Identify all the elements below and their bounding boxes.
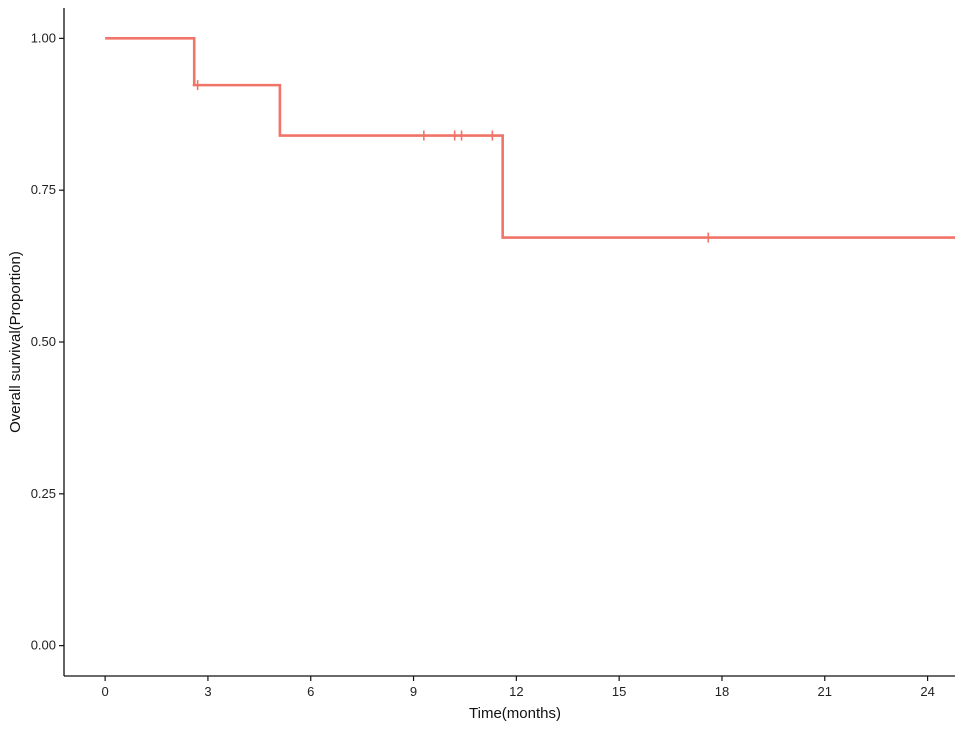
series-layer — [105, 37, 955, 243]
x-tick-label: 9 — [410, 684, 417, 699]
y-tick-label: 1.00 — [31, 30, 56, 45]
x-tick-label: 6 — [307, 684, 314, 699]
x-axis-title: Time(months) — [469, 705, 561, 722]
axes-layer — [63, 8, 955, 677]
censor-mark — [487, 130, 498, 141]
y-tick-label: 0.75 — [31, 182, 56, 197]
labels-layer: Time(months) Overall survival(Proportion… — [7, 251, 561, 722]
censor-mark — [703, 232, 714, 243]
x-tick-label: 21 — [818, 684, 832, 699]
y-tick-label: 0.00 — [31, 638, 56, 653]
y-tick-label: 0.50 — [31, 334, 56, 349]
x-tick-label: 0 — [102, 684, 109, 699]
x-tick-label: 18 — [715, 684, 729, 699]
x-tick-label: 24 — [920, 684, 934, 699]
censor-mark — [456, 130, 467, 141]
y-axis-title: Overall survival(Proportion) — [7, 251, 24, 433]
censor-mark — [192, 80, 203, 91]
survival-step-line — [105, 37, 955, 239]
x-tick-label: 12 — [509, 684, 523, 699]
ticks-layer: 0 3 6 9 12 15 18 21 24 0.00 0.25 0.50 0.75 1.00 — [31, 30, 935, 699]
censor-mark — [418, 130, 429, 141]
y-tick-label: 0.25 — [31, 486, 56, 501]
x-tick-label: 15 — [612, 684, 626, 699]
x-tick-label: 3 — [204, 684, 211, 699]
